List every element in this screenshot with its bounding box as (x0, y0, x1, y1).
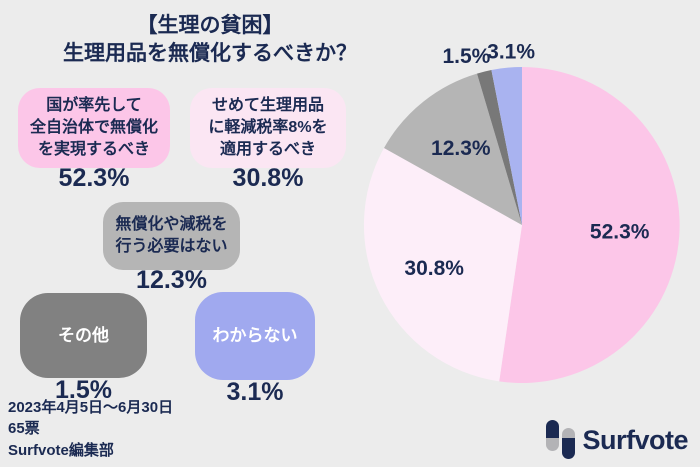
option-percentage: 30.8% (232, 164, 304, 192)
pie-slice-0 (499, 67, 680, 383)
pie-label-2: 12.3% (431, 137, 491, 160)
option-label-line: わからない (212, 326, 298, 346)
chart-title-line2: 生理用品を無償化するべきか？ (63, 42, 357, 66)
pie-slice-3 (477, 70, 522, 225)
pie-label-4: 3.1% (487, 41, 535, 64)
pie-slice-4 (491, 67, 522, 225)
pie-label-1: 30.8% (404, 257, 464, 280)
option-card-reduced-tax: せめて生理用品 に軽減税率8%を 適用するべき (190, 88, 346, 168)
surfvote-logo-icon (546, 419, 577, 461)
pie-label-0: 52.3% (590, 221, 650, 244)
option-label-line: その他 (58, 325, 109, 345)
surfvote-logo: Surfvote (546, 419, 688, 461)
option-label-line: 適用するべき (219, 141, 316, 159)
option-label-line: せめて生理用品 (211, 96, 324, 114)
survey-period: 2023年4月5日〜6月30日 (8, 399, 174, 416)
option-card-nationwide-free: 国が率先して 全自治体で無償化 を実現するべき (18, 88, 170, 168)
option-percentage: 12.3% (136, 266, 207, 294)
option-label-line: に軽減税率8%を (208, 118, 328, 136)
survey-credit: Surfvote編集部 (8, 441, 114, 459)
option-percentage: 3.1% (226, 378, 284, 406)
option-card-no-need: 無償化や減税を 行う必要はない (103, 202, 240, 270)
option-card-other: その他 (20, 293, 147, 378)
logo-pill-left (546, 420, 560, 451)
survey-vote-count: 65票 (8, 420, 40, 438)
chart-title-line1: 【生理の貧困】 (136, 14, 284, 37)
option-card-dont-know: わからない (195, 292, 315, 380)
logo-pill-right (562, 428, 576, 459)
option-percentage: 52.3% (58, 164, 130, 192)
survey-meta: 2023年4月5日〜6月30日 65票 Surfvote編集部 (8, 397, 173, 461)
option-label-line: を実現するべき (37, 141, 150, 159)
option-percentage: 1.5% (55, 376, 112, 404)
pie-slice-1 (363, 148, 522, 382)
option-label-line: 国が率先して (46, 96, 142, 114)
option-label-line: 無償化や減税を (115, 215, 228, 233)
pie-label-3: 1.5% (442, 45, 490, 68)
surfvote-logo-text: Surfvote (582, 424, 688, 455)
pie-slice-2 (384, 73, 522, 225)
option-label-line: 全自治体で無償化 (29, 118, 158, 136)
option-label-line: 行う必要はない (115, 238, 228, 255)
chart-title: 【生理の貧困】 生理用品を無償化するべきか？ (0, 12, 420, 69)
